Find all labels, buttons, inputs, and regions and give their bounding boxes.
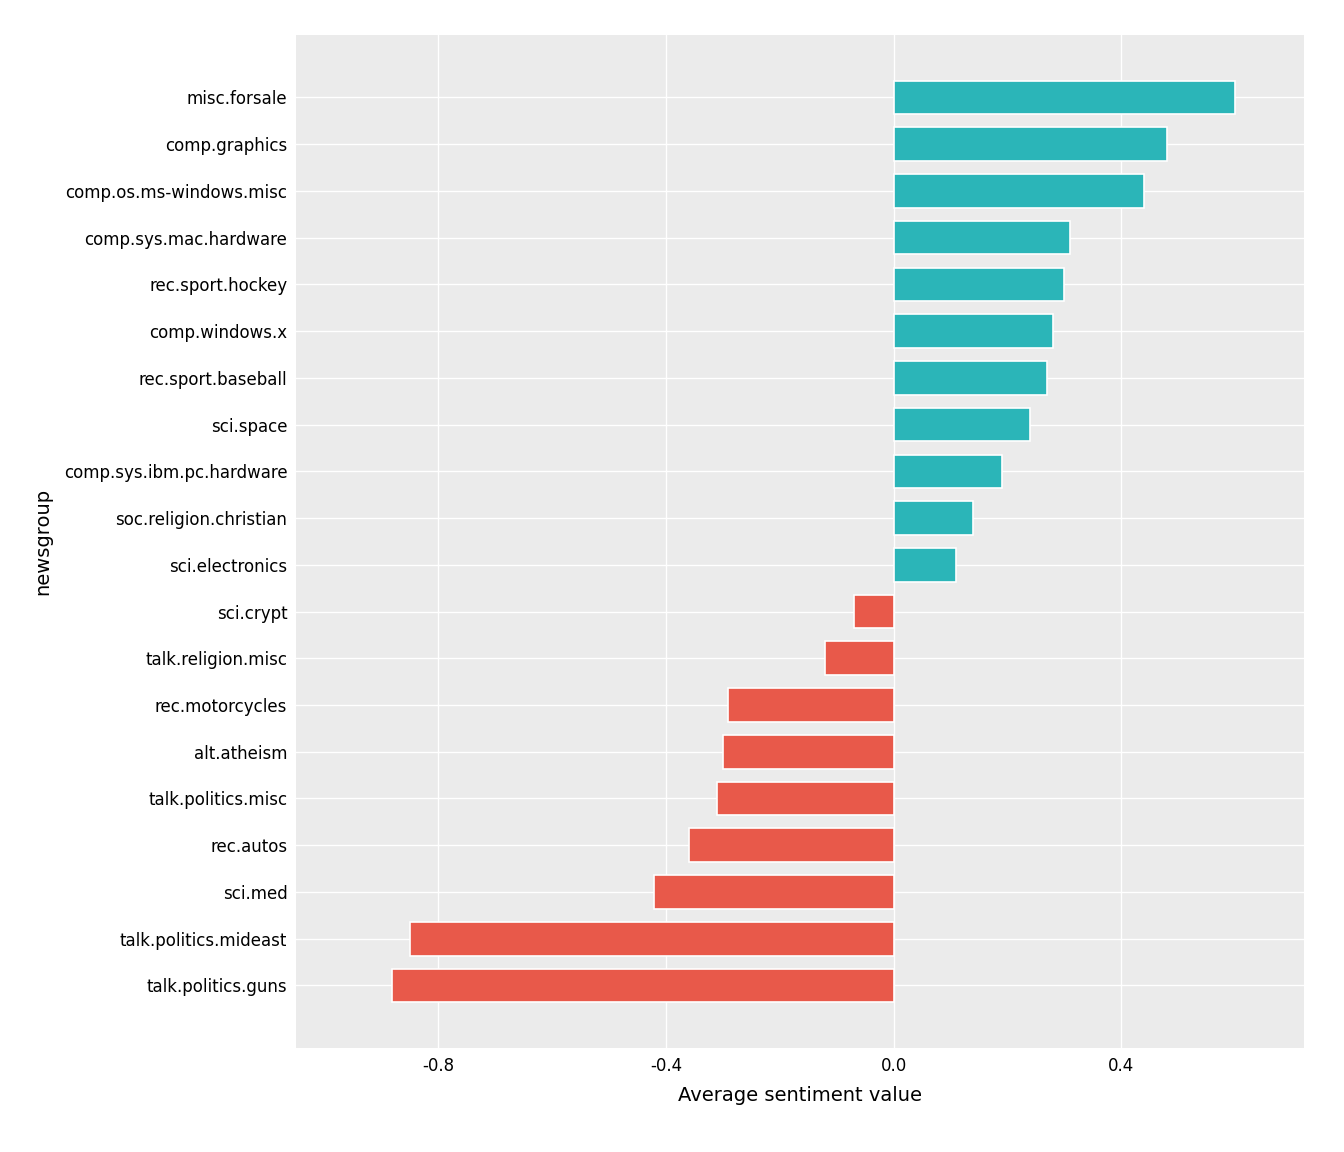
Bar	[894, 221, 1070, 255]
Bar	[825, 642, 894, 675]
Bar	[688, 828, 894, 862]
Bar	[853, 594, 894, 628]
Bar	[723, 735, 894, 768]
Bar	[718, 782, 894, 816]
Bar	[894, 501, 973, 535]
Bar	[392, 969, 894, 1002]
Y-axis label: newsgroup: newsgroup	[34, 488, 52, 594]
Bar	[410, 922, 894, 955]
Bar	[894, 408, 1031, 441]
X-axis label: Average sentiment value: Average sentiment value	[677, 1086, 922, 1105]
Bar	[894, 174, 1144, 207]
Bar	[894, 361, 1047, 395]
Bar	[894, 314, 1054, 348]
Bar	[728, 688, 894, 722]
Bar	[894, 128, 1167, 161]
Bar	[894, 81, 1235, 114]
Bar	[655, 876, 894, 909]
Bar	[894, 267, 1064, 301]
Bar	[894, 455, 1001, 488]
Bar	[894, 548, 957, 582]
